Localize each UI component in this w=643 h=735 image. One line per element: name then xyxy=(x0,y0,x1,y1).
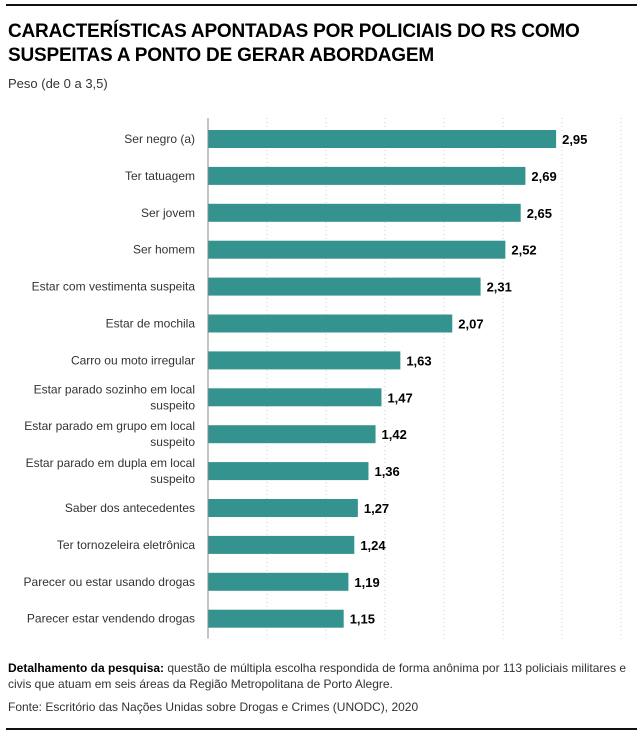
bar xyxy=(208,609,344,628)
chart-title: CARACTERÍSTICAS APONTADAS POR POLICIAIS … xyxy=(8,21,580,66)
bars xyxy=(208,130,557,628)
gridlines xyxy=(266,118,622,639)
category-label: Estar de mochila xyxy=(106,317,196,331)
bar xyxy=(208,130,557,148)
chart-subtitle: Peso (de 0 a 3,5) xyxy=(8,76,108,91)
source-text: Fonte: Escritório das Nações Unidas sobr… xyxy=(8,700,419,714)
value-label: 2,07 xyxy=(458,317,483,332)
value-label: 1,19 xyxy=(354,575,379,590)
bar-chart: Ser negro (a) Ter tatuagem Ser jovem Ser ho… xyxy=(24,118,622,639)
notes-label: Detalhamento da pesquisa: xyxy=(8,661,165,675)
value-label: 2,52 xyxy=(511,243,536,258)
category-label: Estar parado em grupo em local suspeito xyxy=(24,419,195,449)
bar xyxy=(208,240,506,259)
bar xyxy=(208,388,382,407)
bar xyxy=(208,277,481,296)
value-label: 2,95 xyxy=(562,132,587,147)
category-labels: Ser negro (a) Ter tatuagem Ser jovem Ser ho… xyxy=(24,132,196,626)
bar xyxy=(208,203,521,222)
category-label: Ser homem xyxy=(133,243,195,257)
category-label: Carro ou moto irregular xyxy=(71,353,195,367)
bar xyxy=(208,462,369,481)
bar xyxy=(208,314,453,333)
value-labels: 2,95 2,69 2,65 2,52 2,31 2,07 1,63 1,47 1,42 1,36… xyxy=(350,132,588,627)
bar xyxy=(208,351,401,370)
bar xyxy=(208,425,376,444)
bar xyxy=(208,499,358,517)
value-label: 1,24 xyxy=(360,538,386,553)
value-label: 2,31 xyxy=(487,280,512,295)
bar xyxy=(208,166,526,185)
value-label: 2,69 xyxy=(531,169,556,184)
value-label: 2,65 xyxy=(527,206,552,221)
category-label: Ter tornozeleira eletrônica xyxy=(57,538,195,552)
category-label: Ser jovem xyxy=(141,206,195,220)
category-label: Ser negro (a) xyxy=(124,132,195,146)
bar xyxy=(208,535,355,554)
category-label: Parecer ou estar usando drogas xyxy=(24,575,195,589)
bottom-rule xyxy=(6,728,637,730)
category-label: Ter tatuagem xyxy=(125,169,195,183)
category-label: Parecer estar vendendo drogas xyxy=(27,612,195,626)
category-label: Estar parado sozinho em local suspeito xyxy=(34,382,196,412)
value-label: 1,63 xyxy=(406,353,431,368)
bar xyxy=(208,572,349,591)
category-label: Estar parado em dupla em local suspeito xyxy=(26,456,196,486)
research-notes: Detalhamento da pesquisa: questão de múl… xyxy=(8,660,628,692)
value-label: 1,42 xyxy=(382,427,407,442)
category-label: Saber dos antecedentes xyxy=(65,501,195,515)
value-label: 1,47 xyxy=(387,390,412,405)
value-label: 1,27 xyxy=(364,501,389,516)
category-label: Estar com vestimenta suspeita xyxy=(32,280,196,294)
value-label: 1,36 xyxy=(374,464,399,479)
notes-text: questão de múltipla escolha respondida d… xyxy=(8,661,627,691)
value-label: 1,15 xyxy=(350,612,375,627)
top-rule xyxy=(6,4,637,6)
